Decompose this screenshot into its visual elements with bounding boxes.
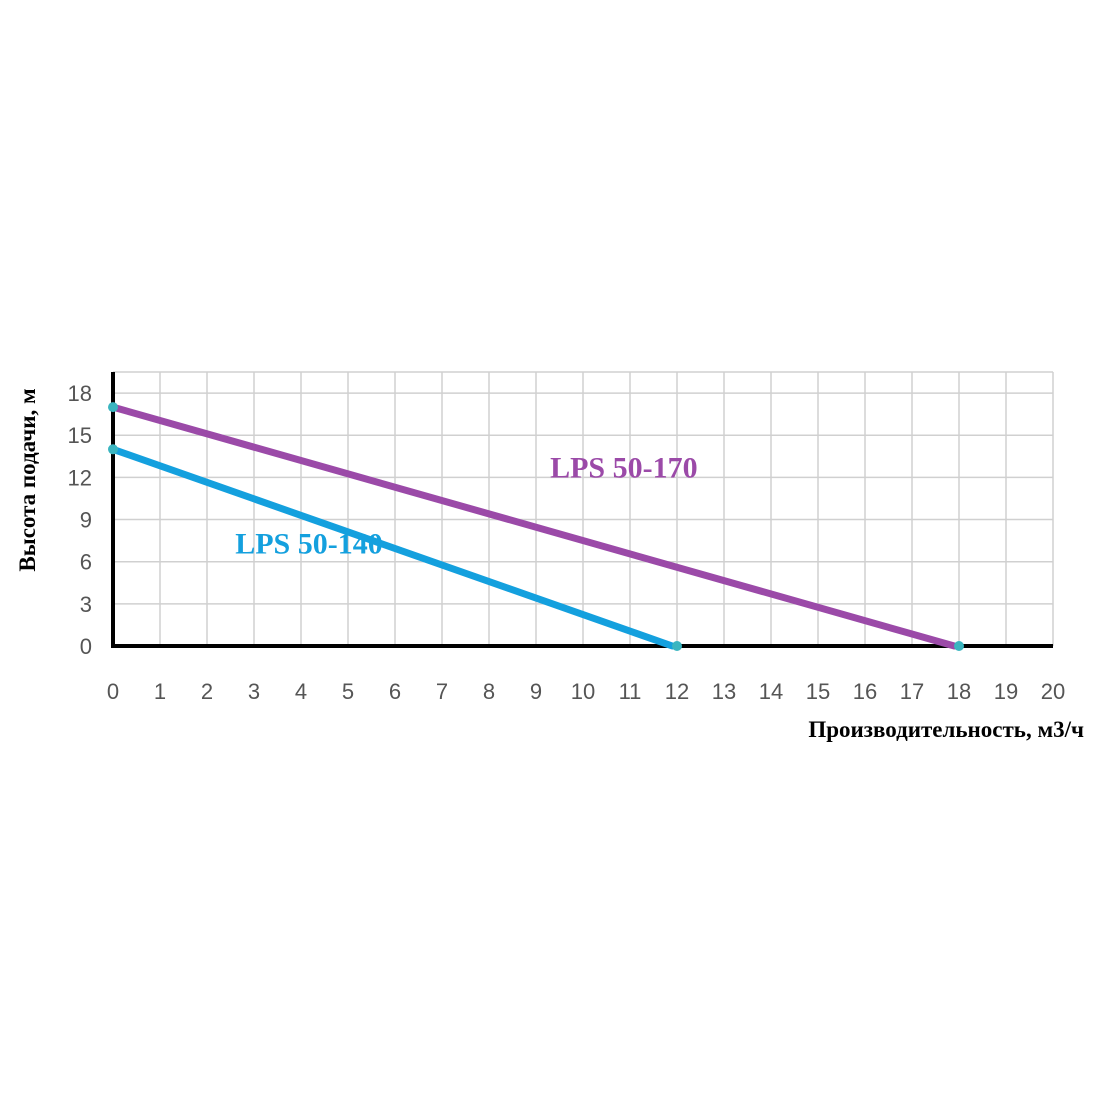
data-marker-2 bbox=[672, 641, 682, 651]
y-tick-label-15: 15 bbox=[68, 423, 92, 448]
series-label-0: LPS 50-170 bbox=[550, 451, 698, 484]
y-tick-label-18: 18 bbox=[68, 381, 92, 406]
x-tick-label-13: 13 bbox=[712, 679, 736, 704]
y-axis-title: Высота подачи, м bbox=[15, 388, 40, 571]
x-tick-label-5: 5 bbox=[342, 679, 354, 704]
data-marker-3 bbox=[954, 641, 964, 651]
series-label-1: LPS 50-140 bbox=[235, 527, 383, 560]
x-tick-label-12: 12 bbox=[665, 679, 689, 704]
x-tick-labels: 0 1 2 3 4 5 6 7 8 9 10 11 12 13 14 15 16 17 18 19 20 bbox=[107, 679, 1065, 704]
x-axis-title: Производительность, м3/ч bbox=[808, 717, 1084, 742]
data-marker-0 bbox=[108, 402, 118, 413]
x-tick-label-2: 2 bbox=[201, 679, 213, 704]
y-tick-label-12: 12 bbox=[68, 465, 92, 490]
x-tick-label-16: 16 bbox=[853, 679, 877, 704]
x-tick-label-11: 11 bbox=[619, 679, 642, 704]
grid bbox=[112, 371, 1054, 647]
y-tick-label-6: 6 bbox=[80, 550, 92, 575]
y-tick-label-3: 3 bbox=[80, 592, 92, 617]
y-tick-label-9: 9 bbox=[80, 508, 92, 533]
data-marker-1 bbox=[108, 444, 118, 455]
series-lines bbox=[109, 403, 958, 650]
x-tick-label-17: 17 bbox=[900, 679, 924, 704]
series-line-1 bbox=[109, 445, 676, 650]
x-tick-label-8: 8 bbox=[483, 679, 495, 704]
data-markers bbox=[108, 402, 964, 651]
x-tick-label-20: 20 bbox=[1041, 679, 1065, 704]
series-line-0 bbox=[109, 403, 958, 650]
y-tick-labels: 0 3 6 9 12 15 18 bbox=[68, 381, 92, 659]
series-labels: LPS 50-170 LPS 50-140 bbox=[235, 451, 697, 560]
x-tick-label-7: 7 bbox=[436, 679, 448, 704]
x-tick-label-4: 4 bbox=[295, 679, 307, 704]
x-tick-label-6: 6 bbox=[389, 679, 401, 704]
x-tick-label-18: 18 bbox=[947, 679, 971, 704]
x-tick-label-0: 0 bbox=[107, 679, 119, 704]
x-tick-label-9: 9 bbox=[530, 679, 542, 704]
x-tick-label-14: 14 bbox=[759, 679, 783, 704]
axes bbox=[111, 372, 1053, 648]
y-tick-label-0: 0 bbox=[80, 634, 92, 659]
x-tick-label-1: 1 bbox=[154, 679, 166, 704]
x-tick-label-3: 3 bbox=[248, 679, 260, 704]
x-tick-label-10: 10 bbox=[571, 679, 595, 704]
x-tick-label-15: 15 bbox=[806, 679, 830, 704]
x-tick-label-19: 19 bbox=[994, 679, 1018, 704]
